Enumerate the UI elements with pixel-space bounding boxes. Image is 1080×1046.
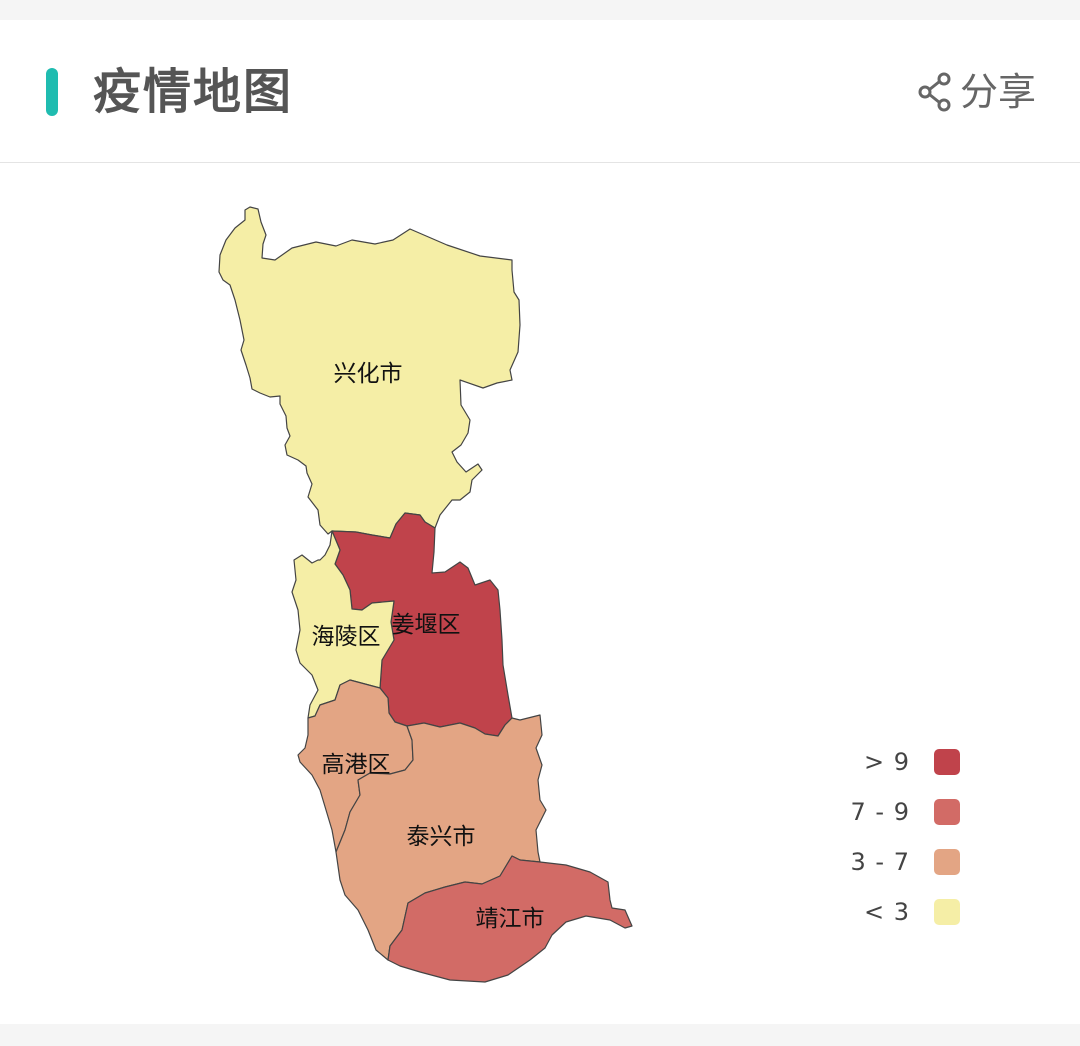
legend-item[interactable]: 3 - 7 [820, 847, 980, 877]
legend-item[interactable]: < 3 [820, 897, 980, 927]
legend-label: 3 - 7 [850, 848, 910, 876]
legend-swatch [934, 899, 960, 925]
legend-label: 7 - 9 [850, 798, 910, 826]
map-area: 兴化市 姜堰区 海陵区 高港区 泰兴市 靖江市 > 9 7 - 9 3 - 7 [0, 162, 1080, 1024]
region-label-xinghua: 兴化市 [334, 361, 403, 387]
legend-swatch [934, 799, 960, 825]
region-label-taixing: 泰兴市 [407, 824, 476, 850]
region-label-hailing: 海陵区 [312, 624, 381, 650]
share-button[interactable]: 分享 [918, 66, 1036, 118]
share-icon [918, 72, 951, 112]
choropleth-map: 兴化市 姜堰区 海陵区 高港区 泰兴市 靖江市 [218, 206, 633, 983]
legend-swatch [934, 849, 960, 875]
region-label-jingjiang: 靖江市 [476, 906, 545, 932]
page-title: 疫情地图 [93, 64, 294, 120]
region-label-jiangyan: 姜堰区 [392, 612, 461, 638]
card-header: 疫情地图 分享 [0, 20, 1080, 163]
legend-item[interactable]: 7 - 9 [820, 797, 980, 827]
share-label: 分享 [959, 70, 1036, 114]
region-jingjiang[interactable] [387, 855, 633, 983]
legend-label: < 3 [863, 898, 910, 926]
epidemic-map-card: 疫情地图 分享 兴化市 姜堰区 [0, 20, 1080, 1024]
legend-swatch [934, 749, 960, 775]
title-accent-bar [46, 68, 58, 116]
region-label-gaogang: 高港区 [322, 752, 391, 778]
legend-item[interactable]: > 9 [820, 747, 980, 777]
legend-label: > 9 [863, 748, 910, 776]
